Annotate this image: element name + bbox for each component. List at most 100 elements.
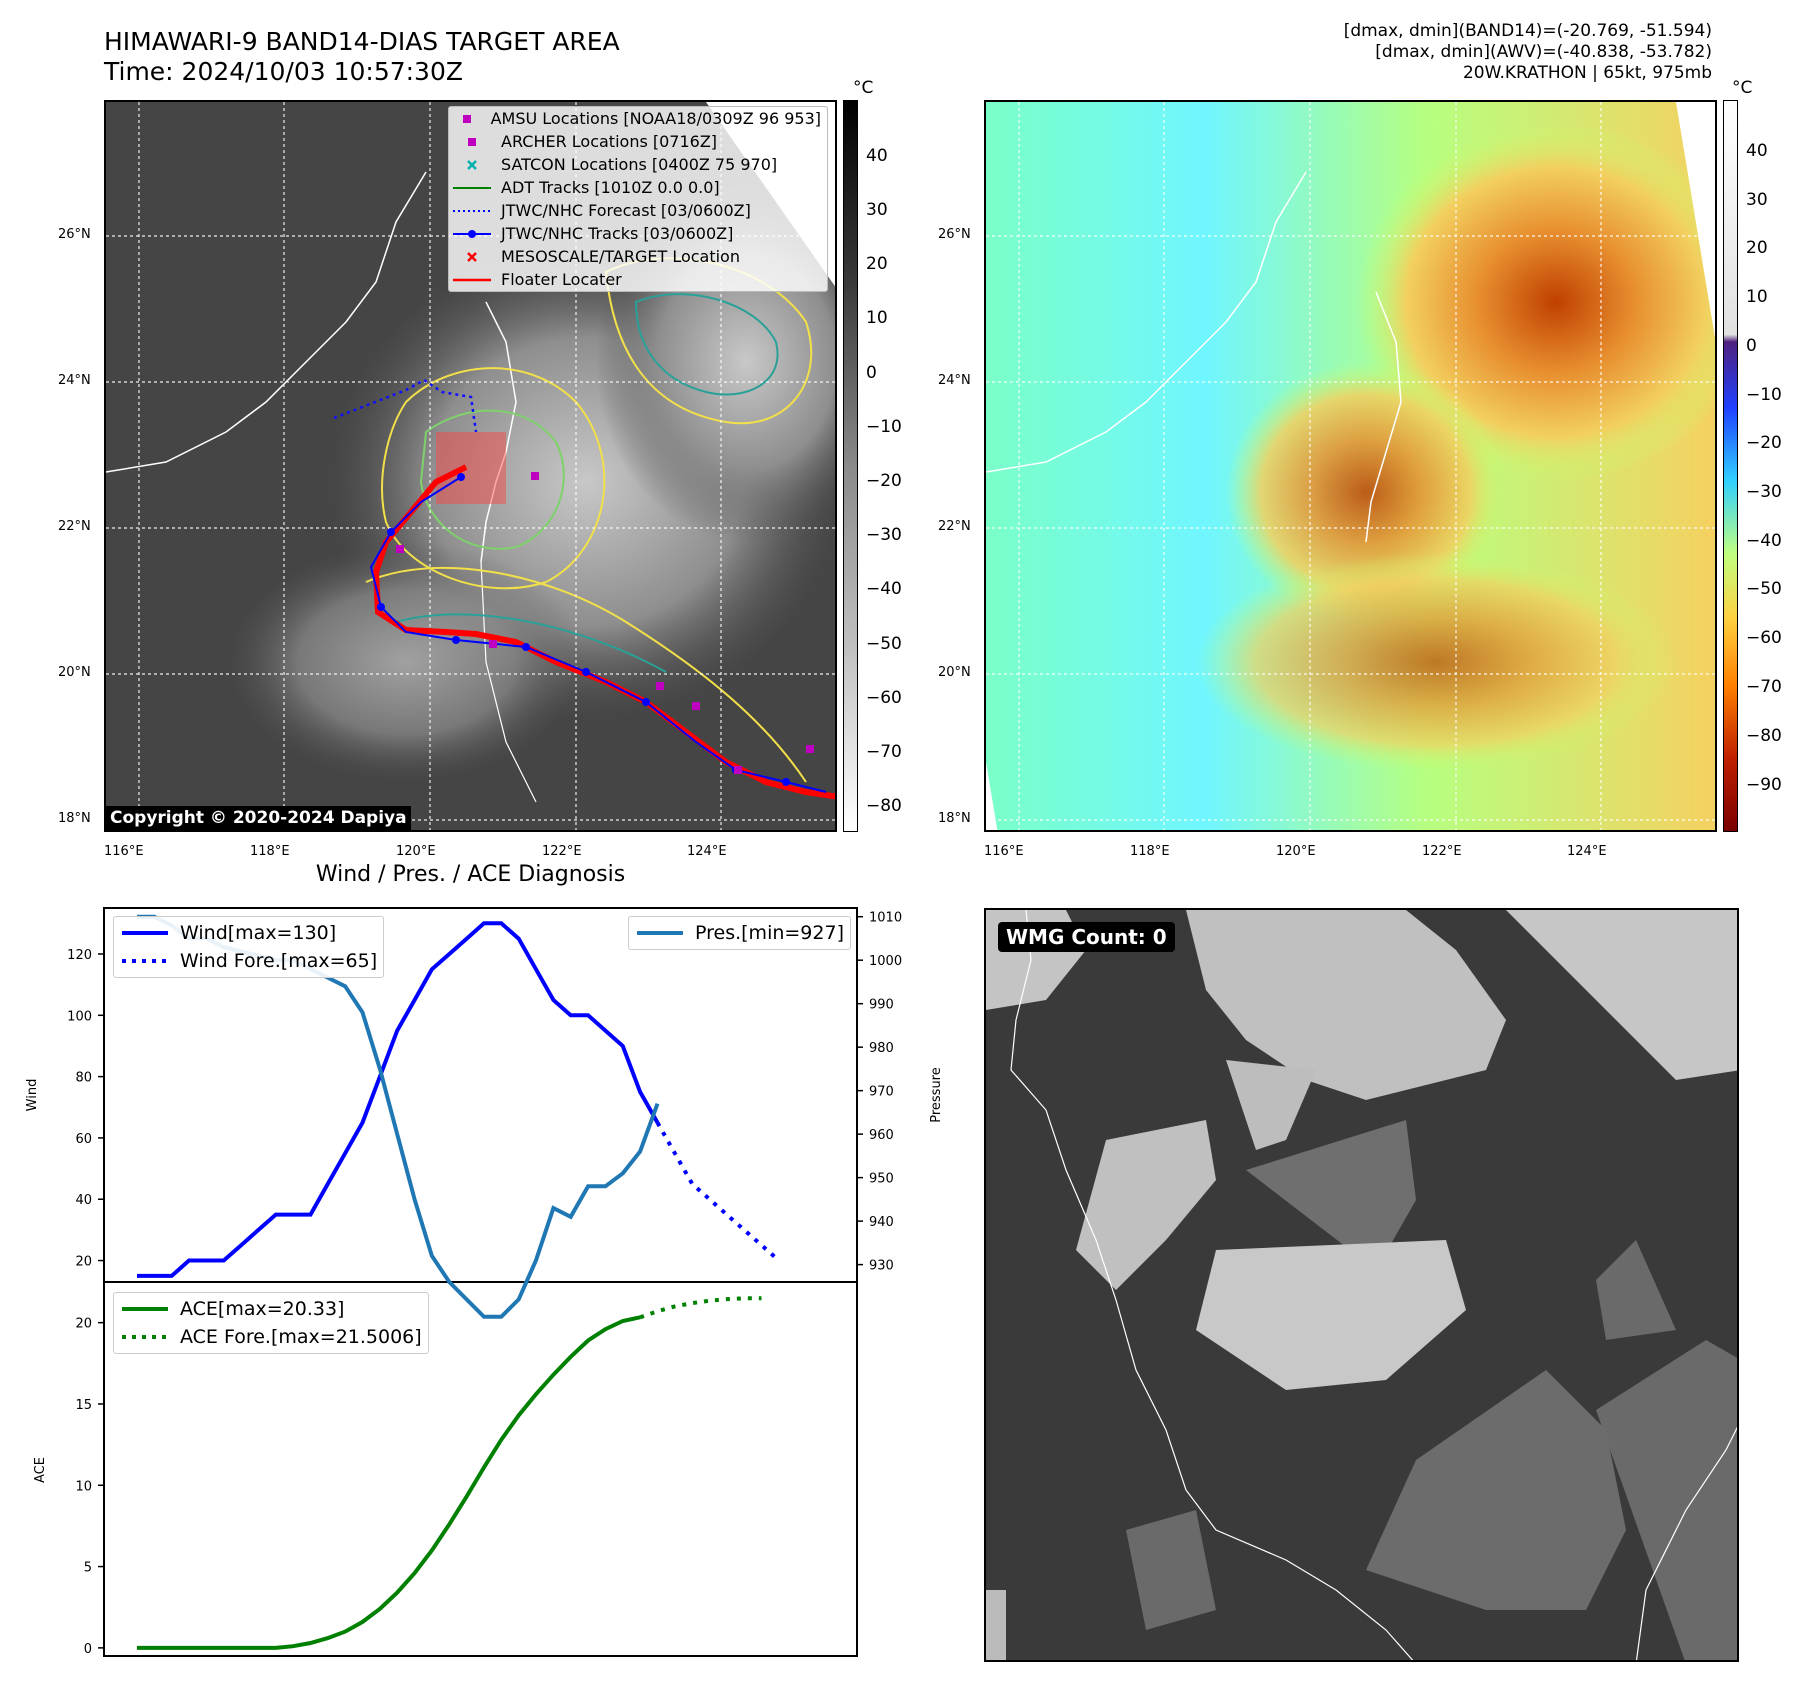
lat-tick: 24°N: [938, 373, 971, 388]
lon-tick: 116°E: [104, 844, 144, 859]
colorbar-tick: −30: [1746, 482, 1782, 502]
pressure-tick-label: 950: [869, 1172, 894, 1187]
wind-tick-label: 40: [75, 1193, 92, 1208]
ir-map-panel: Copyright © 2020-2024 Dapiya AMSU Locati…: [104, 100, 837, 832]
awv-colorbar-ticks: 40 30 20 10 0 −10 −20 −30 −40 −50 −60 −7…: [1746, 100, 1796, 832]
colorbar-tick: 10: [1746, 287, 1768, 307]
pressure-axis-label: Pressure: [929, 1067, 944, 1123]
wmg-panel: WMG Count: 0: [984, 908, 1739, 1662]
legend-label: Pres.[min=927]: [695, 922, 844, 944]
ace-tick-label: 0: [84, 1642, 92, 1657]
pressure-legend: Pres.[min=927]: [628, 916, 851, 950]
colorbar-tick: −30: [866, 525, 902, 545]
legend-item-archer: ARCHER Locations [0716Z]: [449, 130, 827, 153]
lat-tick: 20°N: [938, 665, 971, 680]
awv-colorbar-unit: °C: [1732, 78, 1753, 98]
colorbar-tick: 0: [1746, 336, 1757, 356]
ace-tick-label: 15: [75, 1398, 92, 1413]
ace-legend: ACE[max=20.33] ACE Fore.[max=21.5006]: [113, 1292, 429, 1354]
pressure-tick-label: 980: [869, 1041, 894, 1056]
colorbar-tick: −70: [1746, 677, 1782, 697]
colorbar-tick: 10: [866, 308, 888, 328]
legend-item-ace-forecast: ACE Fore.[max=21.5006]: [120, 1323, 422, 1351]
line-dot-icon: [453, 224, 491, 244]
lat-tick: 26°N: [938, 227, 971, 242]
ir-colorbar-unit: °C: [853, 78, 874, 98]
colorbar-tick: 20: [866, 254, 888, 274]
lon-tick: 124°E: [687, 844, 727, 859]
x-marker-icon: [453, 155, 491, 175]
colorbar-tick: −10: [866, 417, 902, 437]
legend-label: SATCON Locations [0400Z 75 970]: [501, 155, 778, 174]
legend-item-pressure: Pres.[min=927]: [635, 919, 844, 947]
solid-line-icon: [120, 923, 170, 943]
pressure-tick-label: 1010: [869, 911, 902, 926]
solid-line-icon: [635, 923, 685, 943]
wind-axis-label: Wind: [25, 1079, 40, 1112]
colorbar-tick: 0: [866, 363, 877, 383]
square-marker-icon: [453, 132, 491, 152]
dotted-line-icon: [120, 951, 170, 971]
legend-label: MESOSCALE/TARGET Location: [501, 247, 740, 266]
wind-tick-label: 60: [75, 1132, 92, 1147]
line-marker-icon: [453, 178, 491, 198]
legend-item-adt: ADT Tracks [1010Z 0.0 0.0]: [449, 176, 827, 199]
colorbar-tick: −80: [1746, 726, 1782, 746]
colorbar-tick: −40: [1746, 531, 1782, 551]
legend-item-jtwc-forecast: JTWC/NHC Forecast [03/0600Z]: [449, 199, 827, 222]
awv-map: [986, 102, 1715, 830]
colorbar-tick: −20: [1746, 433, 1782, 453]
colorbar-tick: −50: [1746, 579, 1782, 599]
lon-tick: 122°E: [1422, 844, 1462, 859]
copyright-label: Copyright © 2020-2024 Dapiya: [106, 806, 411, 830]
colorbar-tick: 40: [1746, 141, 1768, 161]
wmg-map: [986, 910, 1737, 1660]
line-marker-icon: [453, 270, 491, 290]
dotted-line-icon: [120, 1327, 170, 1347]
legend-item-floater: Floater Locater: [449, 268, 827, 291]
legend-label: ACE Fore.[max=21.5006]: [180, 1326, 422, 1348]
wind-forecast-line: [655, 1121, 781, 1263]
wind-tick-label: 100: [67, 1009, 92, 1024]
colorbar-tick: −10: [1746, 385, 1782, 405]
colorbar-tick: 40: [866, 146, 888, 166]
lon-tick: 118°E: [250, 844, 290, 859]
lat-tick: 18°N: [938, 811, 971, 826]
legend-label: Wind Fore.[max=65]: [180, 950, 378, 972]
lat-tick: 20°N: [58, 665, 91, 680]
lat-tick: 24°N: [58, 373, 91, 388]
colorbar-tick: 30: [866, 200, 888, 220]
x-marker-icon: [453, 247, 491, 267]
wind-tick-label: 80: [75, 1071, 92, 1086]
ace-line: [137, 1315, 641, 1650]
legend-label: Floater Locater: [501, 270, 622, 289]
ir-lon-axis: 116°E 118°E 120°E 122°E 124°E: [104, 844, 837, 862]
legend-label: ACE[max=20.33]: [180, 1298, 345, 1320]
legend-item-ace: ACE[max=20.33]: [120, 1295, 422, 1323]
colorbar-tick: −40: [866, 579, 902, 599]
colorbar-tick: 30: [1746, 190, 1768, 210]
colorbar-tick: −90: [1746, 775, 1782, 795]
wind-legend: Wind[max=130] Wind Fore.[max=65]: [113, 916, 385, 978]
lat-tick: 22°N: [938, 519, 971, 534]
pressure-tick-label: 930: [869, 1259, 894, 1274]
legend-item-jtwc-tracks: JTWC/NHC Tracks [03/0600Z]: [449, 222, 827, 245]
ace-tick-label: 20: [75, 1317, 92, 1332]
ir-lat-axis: 26°N 24°N 22°N 20°N 18°N: [58, 100, 100, 832]
pressure-tick-label: 960: [869, 1128, 894, 1143]
lat-tick: 22°N: [58, 519, 91, 534]
lon-tick: 124°E: [1567, 844, 1607, 859]
legend-label: JTWC/NHC Tracks [03/0600Z]: [501, 224, 734, 243]
pressure-tick-label: 1000: [869, 954, 902, 969]
legend-label: JTWC/NHC Forecast [03/0600Z]: [501, 201, 751, 220]
colorbar-tick: −60: [866, 688, 902, 708]
figure-title-line2: Time: 2024/10/03 10:57:30Z: [104, 57, 463, 86]
legend-label: Wind[max=130]: [180, 922, 337, 944]
ace-tick-label: 5: [84, 1561, 92, 1576]
ace-forecast-line: [639, 1296, 762, 1320]
lat-tick: 26°N: [58, 227, 91, 242]
awv-lat-axis: 26°N 24°N 22°N 20°N 18°N: [938, 100, 980, 832]
ir-colorbar-ticks: 40 30 20 10 0 −10 −20 −30 −40 −50 −60 −7…: [866, 100, 926, 832]
square-marker-icon: [453, 109, 481, 129]
